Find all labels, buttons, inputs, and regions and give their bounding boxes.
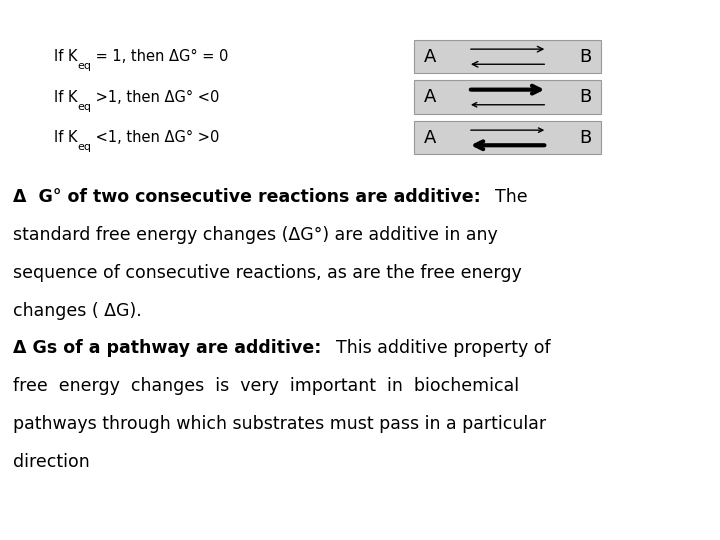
Text: <1, then ΔG° >0: <1, then ΔG° >0 — [91, 130, 219, 145]
Text: pathways through which substrates must pass in a particular: pathways through which substrates must p… — [13, 415, 546, 433]
Text: direction: direction — [13, 453, 90, 471]
Text: A: A — [423, 48, 436, 66]
FancyBboxPatch shape — [414, 40, 601, 73]
Text: If K: If K — [54, 130, 78, 145]
Text: A: A — [423, 88, 436, 106]
Text: The: The — [485, 188, 528, 206]
Text: B: B — [579, 48, 592, 66]
Text: eq: eq — [78, 143, 91, 152]
Text: B: B — [579, 129, 592, 147]
Text: sequence of consecutive reactions, as are the free energy: sequence of consecutive reactions, as ar… — [13, 264, 522, 282]
Text: changes ( ΔG).: changes ( ΔG). — [13, 301, 142, 320]
Text: = 1, then ΔG° = 0: = 1, then ΔG° = 0 — [91, 49, 228, 64]
FancyBboxPatch shape — [414, 121, 601, 154]
Text: Δ Gs of a pathway are additive:: Δ Gs of a pathway are additive: — [13, 339, 321, 357]
Text: This additive property of: This additive property of — [325, 339, 551, 357]
Text: A: A — [423, 129, 436, 147]
FancyBboxPatch shape — [414, 80, 601, 114]
Text: If K: If K — [54, 90, 78, 105]
Text: Δ  G° of two consecutive reactions are additive:: Δ G° of two consecutive reactions are ad… — [13, 188, 481, 206]
Text: eq: eq — [78, 102, 91, 112]
Text: free  energy  changes  is  very  important  in  biochemical: free energy changes is very important in… — [13, 377, 519, 395]
Text: standard free energy changes (ΔG°) are additive in any: standard free energy changes (ΔG°) are a… — [13, 226, 498, 244]
Text: eq: eq — [78, 62, 91, 71]
Text: B: B — [579, 88, 592, 106]
Text: If K: If K — [54, 49, 78, 64]
Text: >1, then ΔG° <0: >1, then ΔG° <0 — [91, 90, 219, 105]
